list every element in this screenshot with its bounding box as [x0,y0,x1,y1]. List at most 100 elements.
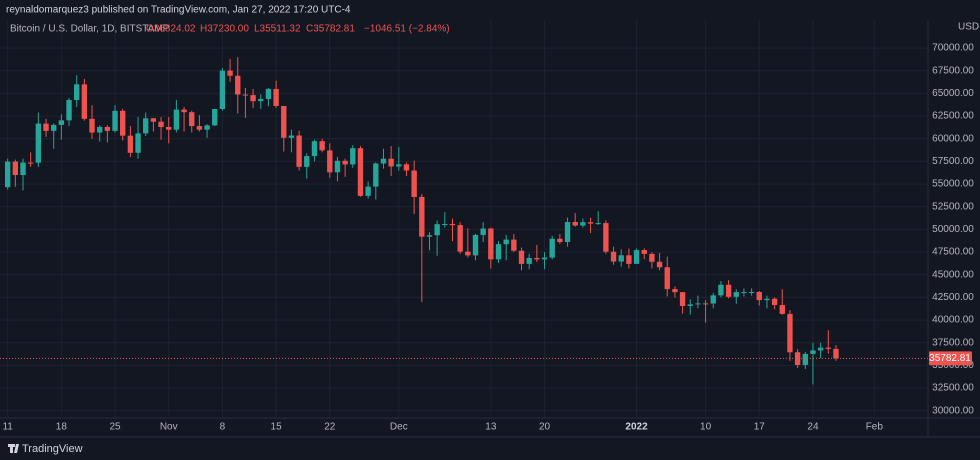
candle-body [196,126,203,130]
candle-body [204,125,210,130]
x-tick-label: 22 [324,422,336,433]
header: reynaldomarquez3 published on TradingVie… [6,5,351,16]
candle-body [779,305,785,314]
y-tick-label: 50000.00 [932,224,974,235]
candle-body [626,255,632,264]
candle-body [695,303,701,305]
candle-body [764,298,770,301]
y-tick-label: 57500.00 [932,156,974,167]
candle-body [350,148,356,165]
candle-body [610,251,617,262]
candle-body [181,109,187,113]
candle-body [710,295,716,304]
candle-body [472,234,479,256]
candle-body [549,238,555,258]
y-tick-label: 62500.00 [932,111,974,122]
candle-body [488,228,494,260]
grid [0,20,928,418]
candle-body [43,123,49,131]
candle-body [104,126,111,131]
candle-body [219,70,226,110]
candle-body [296,135,302,167]
candle-body [748,291,755,293]
candle-body [319,141,325,151]
candle-body [373,163,379,187]
candle-body [281,105,287,138]
candle-body [27,162,34,164]
candle-body [311,141,318,157]
y-tick-label: 32500.00 [932,383,974,394]
candle-body [557,238,563,243]
candle-body [35,123,42,163]
legend-low: L35511.32 [254,24,301,35]
candle-body [718,284,724,296]
candle-body [81,84,88,119]
candle-body [787,313,793,353]
y-tick-label: 65000.00 [932,88,974,99]
candle-body [511,239,517,251]
candle-body [465,251,471,256]
candle-body [572,221,578,226]
candle-body [810,350,816,354]
candle-body [4,161,11,188]
candle-body [733,292,739,297]
candle-body [166,126,172,130]
x-tick-label: 18 [56,422,68,433]
candle-body [365,186,371,196]
candle-body [357,148,364,196]
candle-body [580,222,586,226]
candle-body [419,196,425,237]
footer-logo: TradingView [8,443,83,455]
candle-body [541,257,548,260]
candle-body [633,250,640,264]
candle-body [304,156,310,167]
candle-body [618,255,624,262]
y-tick-label: 60000.00 [932,133,974,144]
x-tick-label: 8 [220,422,226,433]
candle-body [235,75,241,95]
candle-body [288,135,295,138]
x-tick-label: 10 [700,422,712,433]
candle-body [495,244,502,260]
candle-body [173,109,180,130]
candle-body [802,353,808,365]
candle-body [480,228,486,235]
candle-body [66,99,72,121]
footer-text: TradingView [22,443,83,455]
candle-body [327,150,333,173]
candle-body [518,250,525,264]
x-tick-label: 15 [271,422,283,433]
candle-body [396,164,402,167]
x-tick-label: Dec [390,422,408,433]
candle-body [534,257,540,260]
candle-body [649,253,655,262]
x-tick-label: 25 [109,422,121,433]
last-price-label: 35782.81 [929,353,971,364]
y-tick-label: 45000.00 [932,269,974,280]
candle-body [250,95,256,102]
candle-body [127,135,134,153]
candle-body [725,284,732,297]
candle-body [258,98,264,102]
y-tick-label: 47500.00 [932,247,974,258]
last-price-box [929,351,972,366]
logo-icon [8,444,19,453]
y-tick-label: 35000.00 [932,360,974,371]
y-tick-label: 37500.00 [932,337,974,348]
x-tick-label: 11 [2,422,13,433]
candle-body [380,158,387,164]
candle-body [656,261,663,268]
candle-body [120,110,126,136]
y-tick-label: 42500.00 [932,292,974,303]
candle-body [442,223,448,225]
candle-body [58,120,65,125]
candle-body [411,170,417,197]
y-tick-label: 70000.00 [932,43,974,54]
candle-body [679,292,686,306]
y-tick-label: 55000.00 [932,179,974,190]
x-tick-label: 24 [807,422,819,433]
candle-body [242,94,249,96]
candle-body [825,347,831,349]
legend-change: −1046.51 (−2.84%) [364,24,450,35]
